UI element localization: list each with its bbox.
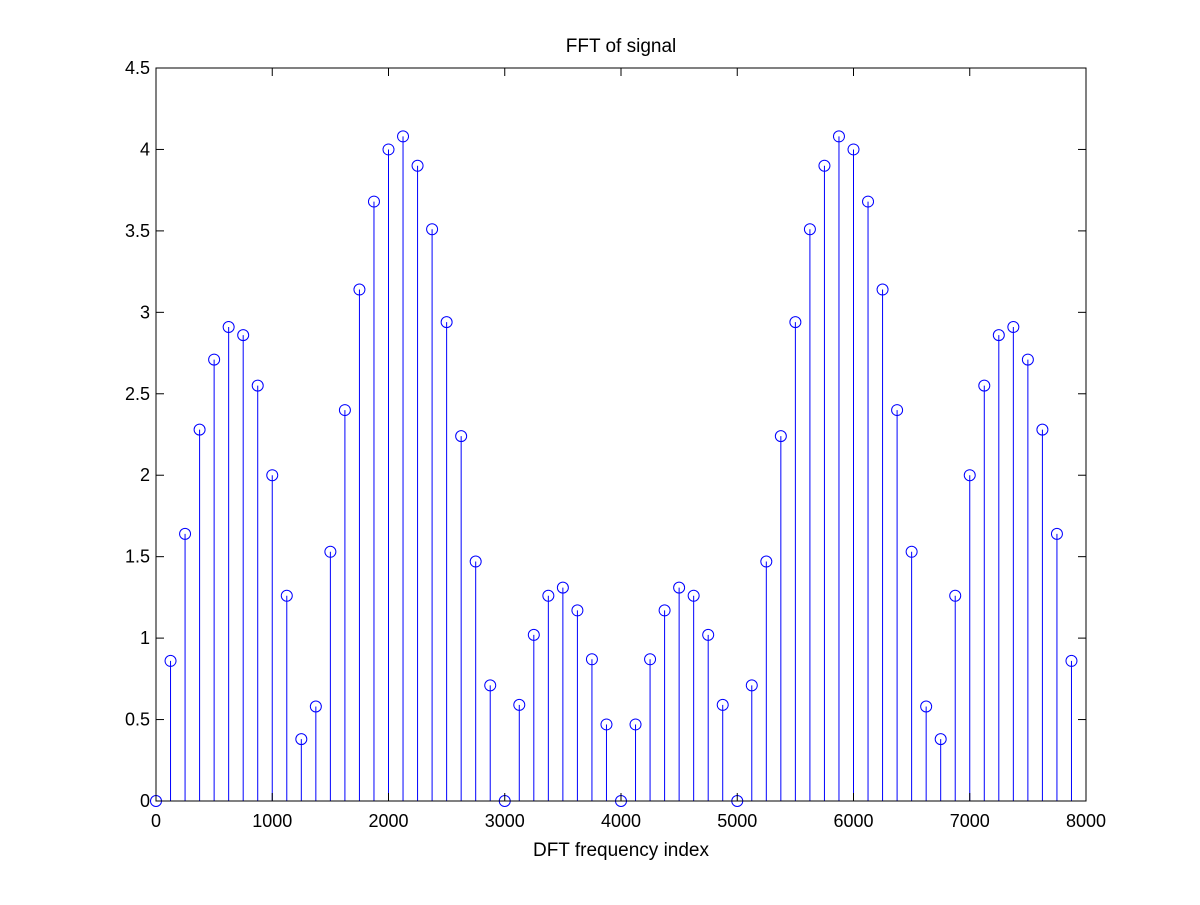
- stem-marker: [324, 545, 337, 558]
- stem-marker: [818, 159, 831, 172]
- stem-marker: [847, 143, 860, 156]
- stem-marker: [353, 283, 366, 296]
- stem-marker: [542, 589, 555, 602]
- stem-marker: [673, 581, 686, 594]
- stem-marker: [237, 329, 250, 342]
- stem-marker: [179, 527, 192, 540]
- stem-marker: [208, 353, 221, 366]
- stem-marker: [527, 628, 540, 641]
- stem-marker: [629, 718, 642, 731]
- stem-marker: [426, 223, 439, 236]
- stem-marker: [440, 316, 453, 329]
- x-tick-label: 1000: [252, 811, 292, 831]
- stem-marker: [1050, 527, 1063, 540]
- stem-marker: [963, 469, 976, 482]
- stem-marker: [1007, 320, 1020, 333]
- stem-marker: [1021, 353, 1034, 366]
- y-tick-label: 3: [140, 302, 150, 322]
- stem-marker: [382, 143, 395, 156]
- ticks-layer: 0 1000 2000 3000 4000 5000 6000 7000 8000 0 0.5 1 1.…: [125, 58, 1106, 831]
- stem-marker: [411, 159, 424, 172]
- stem-marker: [571, 604, 584, 617]
- stem-marker: [222, 320, 235, 333]
- stem-marker: [513, 698, 526, 711]
- x-tick-label: 7000: [950, 811, 990, 831]
- stem-marker: [803, 223, 816, 236]
- stem-marker: [687, 589, 700, 602]
- stem-marker: [266, 469, 279, 482]
- stem-marker: [600, 718, 613, 731]
- stem-marker: [905, 545, 918, 558]
- y-tick-label: 0: [140, 791, 150, 811]
- stem-marker: [774, 430, 787, 443]
- stem-marker: [745, 679, 758, 692]
- x-tick-label: 4000: [601, 811, 641, 831]
- x-tick-label: 2000: [368, 811, 408, 831]
- stem-marker: [469, 555, 482, 568]
- x-tick-label: 3000: [485, 811, 525, 831]
- stem-marker: [455, 430, 468, 443]
- stem-marker: [193, 423, 206, 436]
- plot-area: [156, 68, 1086, 801]
- x-tick-label: 0: [151, 811, 161, 831]
- stem-marker: [397, 130, 410, 143]
- y-tick-label: 2.5: [125, 384, 150, 404]
- stem-marker: [585, 653, 598, 666]
- y-tick-label: 1: [140, 628, 150, 648]
- stem-marker: [556, 581, 569, 594]
- stem-marker: [934, 733, 947, 746]
- x-tick-label: 8000: [1066, 811, 1106, 831]
- stem-marker: [992, 329, 1005, 342]
- y-tick-label: 3.5: [125, 221, 150, 241]
- stems-layer: [150, 130, 1078, 807]
- chart-title: FFT of signal: [566, 36, 677, 57]
- stem-marker: [978, 379, 991, 392]
- x-tick-label: 5000: [717, 811, 757, 831]
- stem-marker: [658, 604, 671, 617]
- y-tick-label: 2: [140, 465, 150, 485]
- y-tick-label: 1.5: [125, 547, 150, 567]
- stem-marker: [367, 195, 380, 208]
- stem-marker: [702, 628, 715, 641]
- stem-marker: [295, 733, 308, 746]
- stem-marker: [1065, 654, 1078, 667]
- stem-marker: [862, 195, 875, 208]
- stem-marker: [876, 283, 889, 296]
- stem-marker: [789, 316, 802, 329]
- x-tick-label: 6000: [833, 811, 873, 831]
- stem-marker: [309, 700, 322, 713]
- stem-marker: [832, 130, 845, 143]
- stem-marker: [164, 654, 177, 667]
- stem-marker: [644, 653, 657, 666]
- stem-marker: [1036, 423, 1049, 436]
- stem-marker: [251, 379, 264, 392]
- stem-marker: [338, 404, 351, 417]
- stem-marker: [760, 555, 773, 568]
- stem-marker: [484, 679, 497, 692]
- y-tick-label: 4: [140, 139, 150, 159]
- stem-marker: [949, 589, 962, 602]
- stem-marker: [891, 404, 904, 417]
- stem-marker: [280, 589, 293, 602]
- y-tick-label: 0.5: [125, 710, 150, 730]
- x-axis-label: DFT frequency index: [533, 840, 710, 861]
- stem-marker: [716, 698, 729, 711]
- y-tick-label: 4.5: [125, 58, 150, 78]
- stem-marker: [920, 700, 933, 713]
